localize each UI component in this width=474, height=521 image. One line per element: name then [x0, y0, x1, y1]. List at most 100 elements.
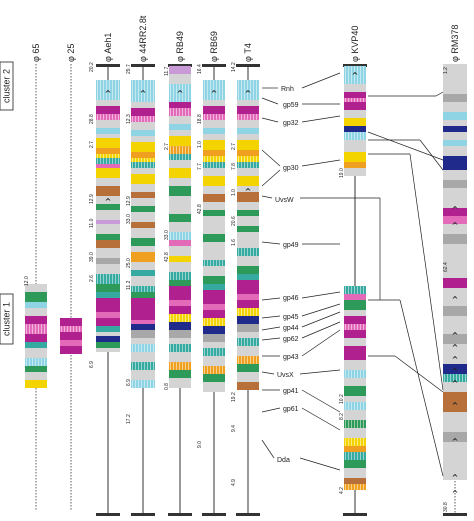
- gene-block-rm378: [443, 392, 467, 412]
- gene-block-rm378: [443, 208, 467, 216]
- gene-connector: [367, 131, 444, 161]
- gene-block-rb69: [203, 186, 225, 194]
- gene-label-gp59: gp59: [283, 102, 299, 109]
- gene-connector: [301, 321, 341, 339]
- gene-block-rm378: [443, 156, 467, 170]
- gene-block-aeh1: [96, 312, 120, 318]
- segment-number: 19.0: [339, 168, 345, 178]
- gene-block-rb69: [203, 106, 225, 114]
- gene-block-rb69: [203, 150, 225, 156]
- gene-block-rb49: [169, 344, 191, 352]
- gene-block-t4: [237, 338, 259, 346]
- gene-block-aeh1: [96, 154, 120, 158]
- gene-block-rb69: [203, 140, 225, 150]
- genome-end-t4: [236, 513, 260, 516]
- gene-block-t4: [237, 364, 259, 372]
- gene-block-rb49: [169, 186, 191, 196]
- gene-block-kvp40: [344, 460, 366, 468]
- orientation-caret: ^: [452, 355, 459, 364]
- genome-end-kvp40: [343, 513, 367, 516]
- gene-block-kvp40: [344, 316, 366, 324]
- segment-number: 9.0: [197, 441, 203, 448]
- gene-block-rb49: [169, 352, 191, 362]
- gene-block-rb49: [169, 314, 191, 322]
- gene-block-rm378: [443, 146, 467, 156]
- gene-block-44rr2: [131, 130, 155, 136]
- gene-block-phi-25: [60, 318, 82, 326]
- gene-block-rm378: [443, 180, 467, 188]
- gene-block-aeh1: [96, 332, 120, 336]
- orientation-caret: ^: [177, 89, 184, 98]
- gene-block-rb69: [203, 216, 225, 226]
- orientation-caret: ^: [452, 489, 459, 498]
- gene-block-rb49: [169, 262, 191, 272]
- gene-block-t4: [237, 156, 259, 162]
- gene-block-aeh1: [96, 274, 120, 284]
- gene-block-rm378: [443, 94, 467, 102]
- genome-end-rb69: [202, 513, 226, 516]
- segment-number: 42.8: [164, 252, 170, 262]
- gene-connector: [301, 115, 341, 123]
- orientation-caret: ^: [452, 473, 459, 482]
- gene-block-rb49: [169, 130, 191, 136]
- gene-block-rb69: [203, 114, 225, 120]
- segment-number: 29.7: [126, 64, 132, 74]
- gene-connector: [261, 97, 279, 105]
- segment-number: 2.7: [231, 143, 237, 150]
- phage-label-rm378: φ RM378: [450, 25, 460, 62]
- gene-connector: [409, 153, 444, 391]
- gene-connector: [261, 169, 281, 187]
- gene-connector: [301, 407, 341, 431]
- gene-block-aeh1: [96, 164, 120, 168]
- gene-connector: [261, 337, 281, 341]
- gene-connector: [299, 369, 341, 375]
- gene-label-gp30: gp30: [283, 165, 299, 172]
- gene-block-44rr2: [131, 206, 155, 212]
- gene-block-aeh1: [96, 342, 120, 348]
- gene-block-rm378: [443, 244, 467, 254]
- gene-label-gp44: gp44: [283, 325, 299, 332]
- segment-number: 9.4: [231, 425, 237, 432]
- gene-block-kvp40: [344, 468, 366, 478]
- segment-number: 1.0: [197, 141, 203, 148]
- orientation-caret: ^: [452, 343, 459, 352]
- gene-block-aeh1: [96, 326, 120, 332]
- gene-block-aeh1: [96, 148, 120, 154]
- gene-block-rb69: [203, 168, 225, 176]
- gene-block-aeh1: [96, 114, 120, 120]
- phage-label-t4: φ T4: [243, 43, 253, 62]
- gene-block-aeh1: [96, 134, 120, 138]
- gene-block-rb49: [169, 370, 191, 378]
- gene-connector: [301, 389, 341, 413]
- orientation-caret: ^: [211, 89, 218, 98]
- gene-block-44rr2: [131, 174, 155, 184]
- gene-block-phi-25: [60, 346, 82, 354]
- gene-block-t4: [237, 316, 259, 324]
- gene-block-phi-65: [25, 302, 47, 308]
- gene-block-aeh1: [96, 120, 120, 128]
- gene-block-aeh1: [96, 106, 120, 114]
- gene-block-kvp40: [344, 98, 366, 102]
- segment-number: 11.7: [164, 66, 170, 76]
- gene-block-aeh1: [96, 264, 120, 274]
- segment-number: 11.0: [89, 218, 95, 228]
- gene-block-44rr2: [131, 192, 155, 198]
- gene-block-rb69: [203, 348, 225, 356]
- gene-connector: [301, 159, 341, 167]
- gene-block-rb49: [169, 108, 191, 116]
- gene-block-rm378: [443, 334, 467, 344]
- gene-block-rb49: [169, 306, 191, 314]
- gene-block-rm378: [443, 296, 467, 306]
- genome-end-rb49: [168, 64, 192, 67]
- gene-block-t4: [237, 274, 259, 280]
- gene-block-kvp40: [344, 140, 366, 152]
- gene-block-rb69: [203, 134, 225, 140]
- gene-block-rm378: [443, 198, 467, 208]
- gene-block-rb49: [169, 136, 191, 146]
- gene-block-rm378: [443, 188, 467, 198]
- gene-block-phi-65: [25, 292, 47, 302]
- segment-number: 11.2: [126, 280, 132, 290]
- phage-label-phi-25: φ 25: [66, 44, 76, 62]
- cluster-labels: cluster 2 cluster 1: [0, 61, 14, 345]
- gene-block-rb69: [203, 100, 225, 106]
